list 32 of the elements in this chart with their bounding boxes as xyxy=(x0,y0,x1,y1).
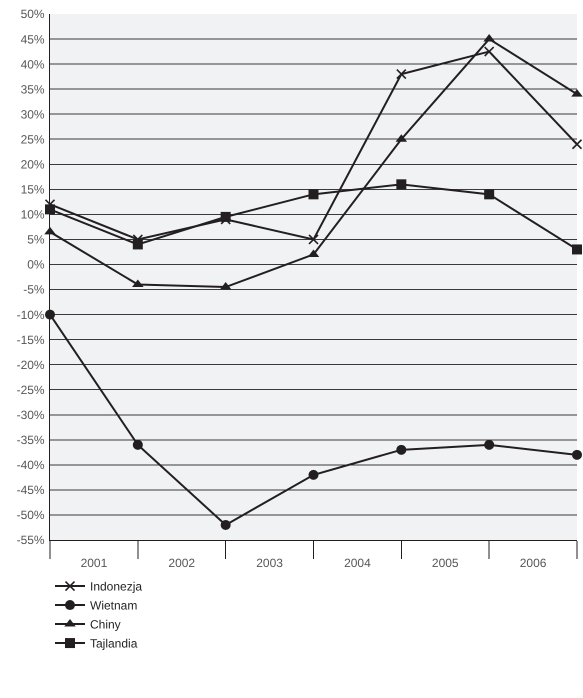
y-tick-label: -15% xyxy=(16,332,45,347)
y-tick-label: 50% xyxy=(20,7,45,22)
y-tick-label: -50% xyxy=(16,508,45,522)
x-tick-label: 2006 xyxy=(520,556,547,570)
y-tick-label: 30% xyxy=(20,107,45,122)
y-tick-label: 25% xyxy=(20,132,45,146)
x-tick-label: 2005 xyxy=(432,556,459,570)
y-tick-label: 15% xyxy=(20,182,45,197)
y-tick-label: 45% xyxy=(20,32,45,46)
x-tick-label: 2004 xyxy=(344,556,372,570)
x-tick-label: 2003 xyxy=(256,556,284,570)
x-tick-label: 2001 xyxy=(80,556,108,570)
y-tick-label: -35% xyxy=(16,433,45,448)
y-tick-label: -10% xyxy=(16,308,45,322)
y-tick-label: -5% xyxy=(23,282,45,297)
legend-label: Indonezja xyxy=(90,580,142,594)
y-tick-label: 0% xyxy=(27,258,45,272)
y-tick-label: 20% xyxy=(20,157,45,172)
legend-label: Wietnam xyxy=(90,598,138,613)
y-tick-label: 10% xyxy=(20,208,45,222)
y-tick-label: 40% xyxy=(20,57,45,72)
y-tick-label: 5% xyxy=(27,232,45,247)
legend-label: Chiny xyxy=(90,618,121,632)
y-tick-label: -25% xyxy=(16,382,45,397)
y-tick-label: 35% xyxy=(20,82,45,96)
y-tick-label: -40% xyxy=(16,458,45,472)
y-tick-label: -30% xyxy=(16,408,45,422)
y-tick-label: -20% xyxy=(16,358,45,372)
y-tick-label: -55% xyxy=(16,533,45,548)
x-tick-label: 2002 xyxy=(168,556,196,570)
legend-label: Tajlandia xyxy=(90,636,138,651)
y-tick-label: -45% xyxy=(16,483,45,498)
